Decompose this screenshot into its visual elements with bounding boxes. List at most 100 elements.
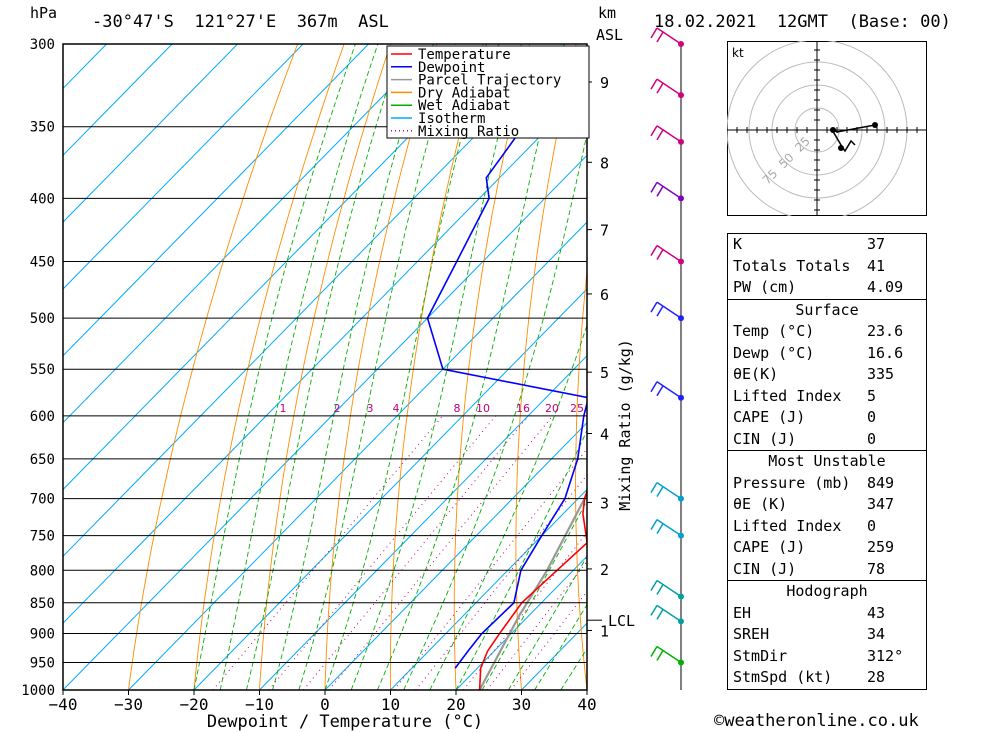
wind-barb-dot: [678, 258, 684, 265]
isotherm-line: [324, 421, 587, 690]
pressure-tick-label: 950: [30, 655, 55, 671]
wind-barb-feather: [650, 605, 658, 616]
mixing-ratio-label: 1: [280, 402, 287, 415]
mixing-ratio-label: 3: [367, 402, 374, 415]
stat-surface-dewp: Dewp (°C) 16.6: [733, 343, 904, 362]
pressure-tick-label: 450: [30, 255, 55, 271]
pressure-tick-label: 300: [30, 37, 55, 53]
wind-barb-dot: [678, 195, 684, 202]
legend-entry: Parcel Trajectory: [418, 73, 561, 89]
stat-mu-cin: CIN (J) 78: [733, 559, 886, 578]
wind-barb: [656, 381, 682, 399]
wind-barb-feather: [656, 650, 664, 661]
hodograph-point: [830, 127, 836, 133]
stat-surface-theta-e: θE(K) 335: [733, 365, 895, 383]
mixing-ratio-label: 10: [476, 402, 490, 415]
x-tick-label: −30: [114, 695, 143, 714]
wind-barb-feather: [650, 78, 658, 90]
pressure-tick-label: 750: [30, 529, 55, 545]
wind-barb: [656, 519, 682, 537]
height-tick-label: 7: [600, 222, 609, 240]
dry-adiabat-line: [994, 44, 1000, 690]
wind-barb-dot: [678, 138, 684, 145]
isotherm-line: [259, 355, 587, 690]
wind-barb-dot: [678, 659, 684, 666]
legend-entry: Dewpoint: [418, 60, 485, 76]
surface-title: Surface: [795, 300, 859, 319]
hodograph-point: [872, 122, 878, 128]
height-tick-label: 4: [600, 426, 609, 444]
dry-adiabat-line: [515, 44, 577, 690]
wind-barb-feather: [650, 301, 658, 313]
stat-stmspd: StmSpd (kt) 28: [733, 668, 886, 686]
wind-barb-feather: [650, 580, 658, 591]
lcl-label: LCL: [608, 612, 635, 630]
isotherm-line: [63, 44, 238, 223]
height-tick-label: 6: [600, 286, 609, 304]
height-tick-label: 1: [600, 622, 609, 640]
wet-adiabat-line: [376, 44, 562, 690]
dry-adiabat-line: [193, 44, 345, 690]
stat-totals-totals: Totals Totals 41: [733, 256, 886, 275]
dry-adiabat-line: [689, 44, 718, 690]
wind-barb-feather: [650, 482, 658, 494]
x-tick-label: −20: [180, 695, 209, 714]
pressure-tick-label: 850: [30, 596, 55, 612]
pressure-tick-label: 400: [30, 191, 55, 207]
legend-entry: Temperature: [418, 47, 511, 63]
legend-entry: Dry Adiabat: [418, 85, 511, 101]
x-tick-label: −40: [49, 695, 78, 714]
mixing-ratio-line: [328, 415, 553, 690]
mixing-ratio-label: 4: [393, 402, 400, 415]
plot-frame: [62, 43, 588, 691]
pressure-tick-label: 600: [30, 409, 55, 425]
legend-entry: Mixing Ratio: [418, 124, 519, 140]
mixing-ratio-line: [303, 415, 529, 690]
wind-barb-feather: [656, 185, 664, 197]
stat-k: K 37: [733, 235, 886, 253]
wind-barb-feather: [656, 82, 664, 94]
x-tick-label: 30: [512, 695, 531, 714]
mixing-ratio-label: 16: [516, 402, 530, 415]
isotherm-line: [390, 488, 587, 690]
mixing-ratio-label: 25: [570, 402, 584, 415]
wind-barb-feather: [650, 381, 658, 393]
legend-entry: Wet Adiabat: [418, 98, 511, 114]
height-tick-label: 9: [600, 74, 609, 92]
wind-barb-dot: [678, 41, 684, 47]
wind-barb-feather: [656, 129, 664, 141]
stat-surface-cape: CAPE (J) 0: [733, 408, 877, 426]
pressure-tick-label: 550: [30, 362, 55, 378]
wet-adiabat-line: [298, 44, 456, 690]
wind-barb: [656, 604, 682, 623]
mixing-ratio-label: 20: [545, 402, 559, 415]
isotherm-line: [455, 555, 587, 690]
wet-adiabat-line: [403, 132, 587, 690]
pressure-tick-label: 700: [30, 492, 55, 508]
wind-barb-dot: [678, 495, 684, 502]
isotherm-line: [63, 44, 304, 290]
stat-sreh: SREH 34: [733, 625, 886, 643]
stat-mu-cape: CAPE (J) 259: [733, 538, 895, 556]
wind-barb-feather: [656, 249, 664, 260]
mixing-ratio-label: 8: [454, 402, 461, 415]
dry-adiabat-line: [453, 44, 531, 690]
wind-barb: [656, 125, 682, 143]
mixing-ratio-label: 2: [334, 402, 341, 415]
mixing-ratio-line: [268, 415, 496, 690]
dry-adiabat-line: [633, 44, 669, 690]
wind-barb-feather: [656, 486, 664, 498]
wind-barb: [656, 27, 682, 45]
height-tick-label: 2: [600, 561, 609, 579]
stats-panel: K 37 Totals Totals 41 PW (cm) 4.09 Surface …: [727, 233, 927, 690]
wind-barb: [656, 181, 682, 199]
most-unstable-title: Most Unstable: [768, 452, 886, 470]
wind-barb-dot: [678, 92, 684, 99]
isotherm-line: [63, 44, 369, 357]
wind-barb-feather: [656, 584, 664, 595]
wind-barb-feather: [656, 31, 664, 43]
wind-barb-feather: [656, 523, 664, 535]
dry-adiabat-line: [947, 44, 1000, 690]
pressure-tick-label: 800: [30, 563, 55, 579]
